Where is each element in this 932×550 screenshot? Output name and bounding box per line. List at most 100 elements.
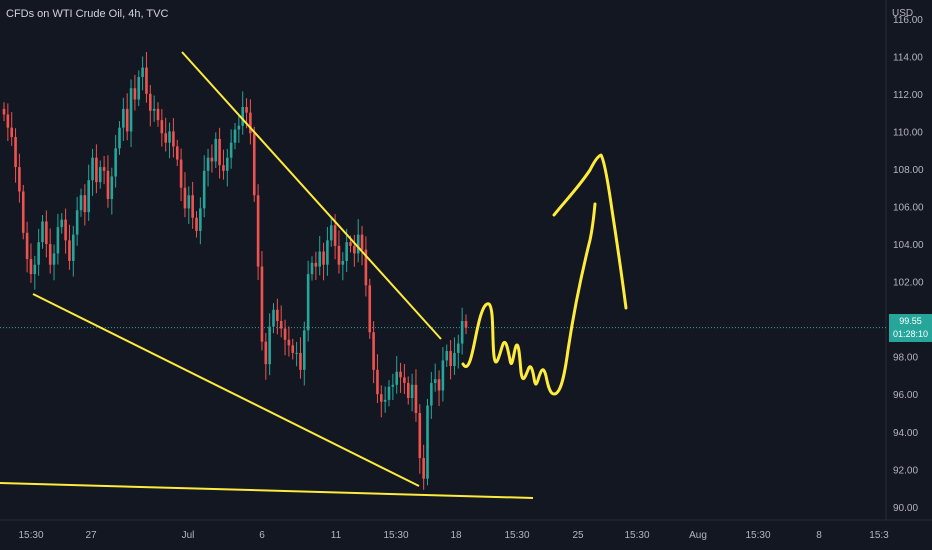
candle-body [191, 195, 194, 218]
candle-body [56, 227, 60, 254]
candle-body [45, 221, 48, 245]
chart-title: CFDs on WTI Crude Oil, 4h, TVC [6, 8, 169, 20]
time-tick-label: 15:30 [624, 530, 649, 541]
candle-body [383, 399, 387, 402]
time-tick-label: 15:3 [869, 530, 889, 541]
candle-body [395, 371, 398, 385]
price-tick-label: 94.00 [893, 428, 918, 439]
time-tick-label: 11 [331, 530, 342, 541]
price-tick-label: 92.00 [893, 465, 918, 476]
candle-body [199, 208, 202, 231]
candle-body [341, 260, 345, 265]
candle-body [291, 345, 295, 353]
candle-body [391, 384, 395, 387]
candle-body [87, 180, 90, 213]
candle-body [299, 352, 302, 370]
price-tick-label: 108.00 [893, 165, 924, 176]
price-tick-label: 98.00 [893, 353, 918, 364]
candle-body [318, 251, 321, 267]
candle-body [156, 108, 160, 121]
candle-body [445, 351, 449, 361]
candle-body [172, 131, 175, 147]
price-axis[interactable]: 116.00 114.00 112.00 110.00 108.00 106.00 104.… [893, 15, 924, 514]
candle-body [145, 67, 148, 94]
horizontal-support-line[interactable] [0, 482, 534, 499]
candle-body [310, 262, 314, 275]
candle-body [403, 377, 406, 383]
candle-body [202, 170, 206, 209]
candle-body [356, 234, 360, 254]
time-tick-label: 25 [572, 530, 584, 541]
time-tick-label: 27 [85, 530, 97, 541]
candle-body [345, 242, 348, 261]
price-tick-label: 112.00 [893, 90, 923, 101]
drawings[interactable] [0, 51, 628, 499]
candle-body [264, 341, 268, 365]
candle-body [21, 191, 25, 233]
candle-body [133, 88, 137, 100]
candle-body [25, 232, 29, 260]
candle-body [187, 195, 191, 209]
candle-body [48, 244, 52, 265]
candle-body [83, 195, 87, 213]
arrow-head[interactable] [552, 153, 628, 310]
candle-body [160, 120, 164, 134]
candle-body [306, 274, 310, 331]
candle-body [364, 249, 368, 286]
candle-body [72, 234, 75, 261]
candle-body [52, 253, 56, 265]
bar-countdown: 01:28:10 [892, 328, 929, 339]
candle-body [229, 142, 233, 158]
candle-body [222, 165, 225, 171]
wedge-lower-trendline[interactable] [32, 293, 420, 487]
candle-body [64, 219, 67, 241]
candle-body [410, 384, 414, 398]
candle-body [399, 371, 402, 378]
candle-body [314, 262, 318, 267]
candle-body [437, 379, 441, 391]
candle-body [98, 167, 102, 183]
candle-body [241, 107, 244, 126]
candle-body [376, 369, 379, 395]
candle-body [322, 251, 325, 265]
candle-body [95, 157, 98, 183]
candle-body [414, 384, 418, 413]
candle-body [333, 225, 337, 246]
candle-body [449, 351, 452, 367]
candle-body [41, 221, 44, 243]
candle-body [380, 394, 383, 402]
price-tick-label: 110.00 [893, 127, 923, 138]
candle-body [137, 76, 141, 100]
candle-body [464, 321, 468, 328]
candle-body [372, 332, 375, 370]
candle-body [430, 382, 433, 406]
price-tick-label: 90.00 [893, 503, 918, 514]
time-axis[interactable]: 15:30 27 Jul 6 11 15:30 18 15:30 25 15:30 Aug 15:30… [18, 530, 889, 541]
candle-body [75, 210, 79, 235]
candle-body [91, 157, 94, 181]
candle-body [433, 379, 437, 383]
wedge-upper-trendline[interactable] [181, 51, 442, 340]
candle-body [164, 133, 167, 143]
candle-body [195, 217, 198, 231]
candle-body [360, 234, 364, 250]
candle-body [141, 67, 144, 77]
candle-body [268, 326, 271, 365]
current-price-tag: 99.55 01:28:10 [889, 313, 932, 342]
time-tick-label: 6 [259, 530, 265, 541]
projected-path-arrow[interactable] [461, 202, 597, 396]
candle-body [406, 382, 410, 398]
candle-body [460, 321, 464, 344]
candle-body [426, 405, 429, 479]
candle-body [125, 108, 129, 132]
candle-body [106, 170, 110, 199]
candle-body [349, 242, 352, 246]
current-price-value: 99.55 [899, 315, 922, 326]
candle-body [287, 339, 291, 346]
candle-body [175, 146, 179, 160]
candle-body [179, 159, 183, 188]
candle-body [6, 114, 10, 128]
candle-body [272, 309, 275, 327]
